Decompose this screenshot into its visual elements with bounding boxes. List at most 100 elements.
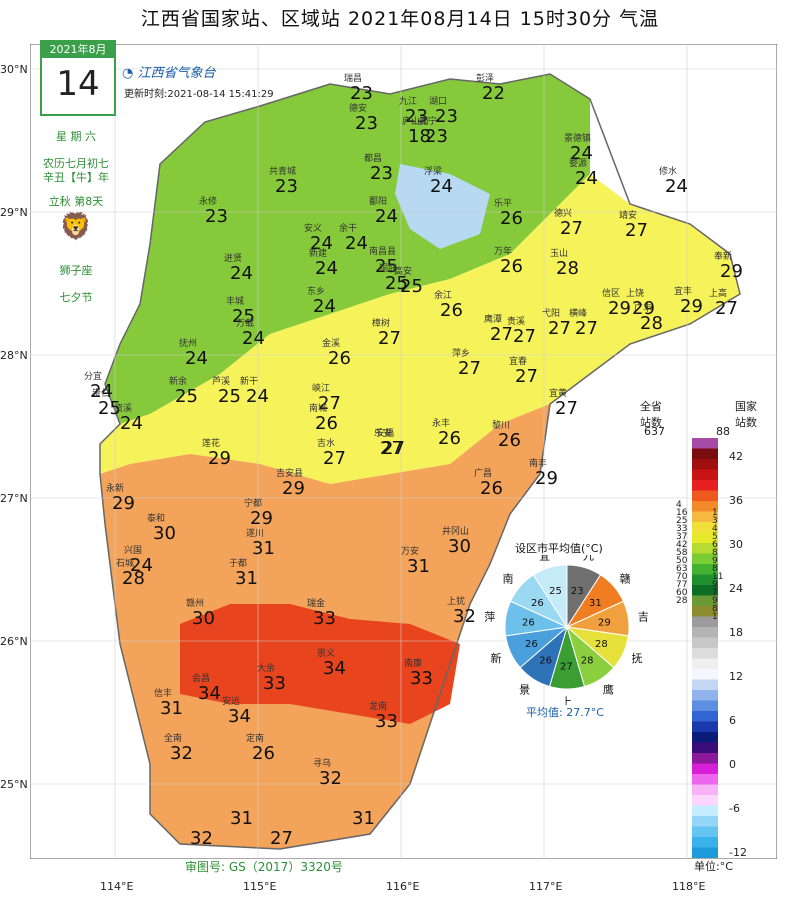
colorbar-head-left: 全省 站数 bbox=[640, 400, 662, 429]
pie-city-label: 吉 bbox=[638, 610, 649, 623]
station-name: 上高 bbox=[709, 287, 727, 299]
colorbar-segment bbox=[692, 543, 718, 554]
colorbar-station-count: 25 bbox=[676, 516, 688, 526]
colorbar-national-count: 9 bbox=[712, 556, 718, 566]
station-temperature: 23 bbox=[425, 126, 448, 147]
pie-city-label: 景 bbox=[519, 684, 530, 697]
station-temperature: 25 bbox=[98, 398, 121, 419]
pie-city-label: 赣 bbox=[620, 571, 631, 585]
station-temperature: 25 bbox=[375, 256, 398, 277]
station-temperature: 24 bbox=[242, 328, 265, 349]
colorbar-segment bbox=[692, 700, 718, 712]
station-temperature: 26 bbox=[315, 413, 338, 434]
station-name: 靖安 bbox=[619, 209, 637, 221]
province-mild-zone bbox=[100, 174, 740, 484]
station-temperature: 23 bbox=[350, 83, 373, 104]
station-temperature: 23 bbox=[205, 206, 228, 227]
colorbar-segment bbox=[692, 774, 718, 785]
station-temperature: 31 bbox=[235, 568, 258, 589]
lon-tick: 115°E bbox=[243, 880, 277, 893]
colorbar-segment bbox=[692, 742, 718, 754]
station-name: 修水 bbox=[659, 165, 677, 177]
colorbar-national-count: 1 bbox=[712, 508, 718, 518]
station-name: 兴国 bbox=[124, 545, 142, 556]
colorbar-segment bbox=[692, 564, 718, 575]
station-temperature: 25 bbox=[385, 273, 408, 294]
pie-value: 27 bbox=[560, 661, 573, 672]
station-name: 定南 bbox=[246, 732, 264, 744]
lon-tick: 114°E bbox=[100, 880, 134, 893]
pie-title: 设区市平均值(°C) bbox=[515, 542, 603, 555]
station-temperature: 33 bbox=[313, 608, 336, 629]
station-temperature: 23 bbox=[405, 106, 428, 127]
station-temperature: 27 bbox=[513, 326, 536, 347]
colorbar-tick: -12 bbox=[729, 846, 747, 859]
colorbar-tick: 0 bbox=[729, 758, 736, 771]
lat-tick: 28°N bbox=[0, 349, 28, 362]
lat-tick: 30°N bbox=[0, 63, 28, 76]
station-name: 泰和 bbox=[147, 512, 165, 524]
station-temperature: 32 bbox=[170, 743, 193, 764]
colorbar-national-count: 7 bbox=[712, 588, 718, 598]
station-temperature: 23 bbox=[275, 176, 298, 197]
station-temperature: 33 bbox=[375, 711, 398, 732]
pie-city-label: 九 bbox=[583, 555, 594, 563]
solar-term: 立秋 第8天 bbox=[48, 195, 104, 208]
station-name: 丰城 bbox=[226, 295, 244, 307]
station-temperature: 29 bbox=[112, 493, 135, 514]
station-temperature: 26 bbox=[252, 743, 275, 764]
station-name: 南昌县 bbox=[369, 245, 396, 257]
lake-zone bbox=[395, 164, 490, 249]
colorbar-tick: 36 bbox=[729, 494, 743, 507]
lon-tick: 116°E bbox=[386, 880, 420, 893]
station-name: 永新 bbox=[106, 482, 124, 494]
colorbar-station-count: 4 bbox=[676, 500, 682, 510]
station-name: 全南 bbox=[164, 732, 182, 744]
pie-slice bbox=[532, 564, 568, 629]
pie-city-label: 上 bbox=[561, 695, 572, 705]
station-name: 庐山市 bbox=[402, 115, 429, 127]
station-name: 宜丰 bbox=[674, 285, 692, 297]
lon-tick: 117°E bbox=[529, 880, 563, 893]
colorbar-national-count: 4 bbox=[712, 524, 718, 534]
station-name: 贵溪 bbox=[507, 315, 525, 327]
station-name: 瑞金 bbox=[307, 597, 325, 609]
station-temperature: 23 bbox=[355, 113, 378, 134]
pie-city-label: 新 bbox=[491, 651, 502, 665]
station-name: 樟树 bbox=[372, 317, 390, 329]
station-name: 宁都 bbox=[244, 497, 262, 509]
station-temperature: 27 bbox=[515, 366, 538, 387]
station-name: 上犹 bbox=[447, 596, 465, 607]
station-temperature: 22 bbox=[482, 83, 505, 104]
pie-city-label: 萍 bbox=[484, 610, 495, 623]
station-temperature: 31 bbox=[160, 698, 183, 719]
pie-city-label: 宜 bbox=[539, 555, 550, 563]
colorbar-tick: 18 bbox=[729, 626, 743, 639]
colorbar-tick: 6 bbox=[729, 714, 736, 727]
pie-value: 26 bbox=[531, 598, 544, 609]
station-name: 吉安县 bbox=[276, 467, 303, 479]
colorbar-head-right: 国家 站数 bbox=[735, 400, 757, 429]
station-temperature: 24 bbox=[130, 555, 153, 576]
colorbar-national-count: 8 bbox=[712, 604, 718, 614]
station-name: 石城 bbox=[116, 558, 134, 569]
colorbar-segment bbox=[692, 553, 718, 565]
station-temperature: 27 bbox=[560, 218, 583, 239]
station-temperature: 25 bbox=[218, 386, 241, 407]
station-temperature: 27 bbox=[625, 220, 648, 241]
station-name: 峡江 bbox=[312, 382, 330, 394]
station-name: 万安 bbox=[401, 545, 419, 557]
station-temperature: 26 bbox=[500, 256, 523, 277]
colorbar-national-count: 8 bbox=[712, 564, 718, 574]
colorbar-segment bbox=[692, 532, 718, 544]
station-temperature: 26 bbox=[500, 208, 523, 229]
pie-city-label: 抚 bbox=[631, 651, 642, 665]
colorbar-station-count: 77 bbox=[676, 580, 688, 590]
station-name: 横峰 bbox=[569, 307, 587, 319]
station-name: 宜黄 bbox=[549, 387, 567, 399]
station-temperature: 24 bbox=[375, 206, 398, 227]
station-temperature: 24 bbox=[185, 348, 208, 369]
colorbar-station-count: 16 bbox=[676, 508, 688, 518]
station-name: 信区 bbox=[602, 287, 620, 299]
